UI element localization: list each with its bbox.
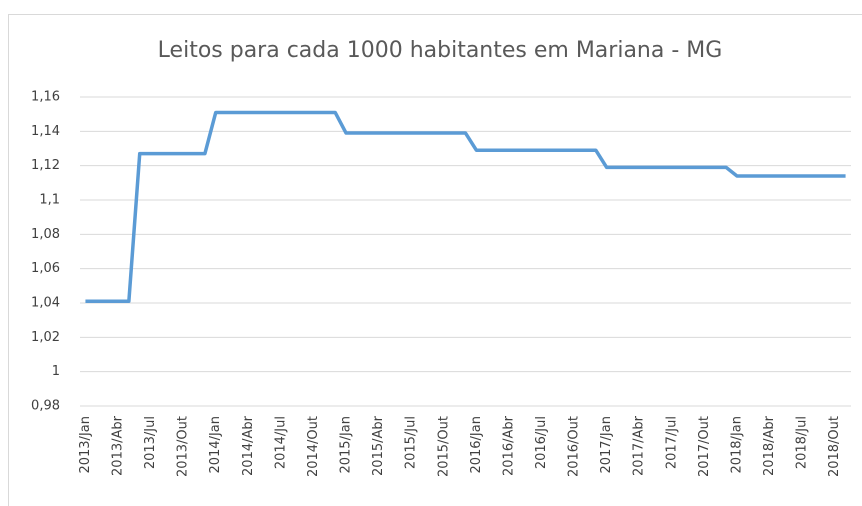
x-tick-label: 2015/Jan <box>339 416 354 474</box>
x-tick-label: 2014/Abr <box>241 415 256 476</box>
x-tick-label: 2014/Jul <box>273 416 288 469</box>
x-tick-label: 2013/Out <box>176 416 191 477</box>
x-tick-label: 2016/Abr <box>501 415 516 476</box>
x-tick-label: 2013/Jul <box>143 416 158 469</box>
y-tick-label: 1,1 <box>39 193 60 208</box>
x-tick-label: 2017/Jan <box>599 416 614 474</box>
x-tick-label: 2018/Jul <box>795 416 810 469</box>
x-tick-label: 2013/Jan <box>78 416 93 474</box>
x-tick-label: 2017/Jul <box>664 416 679 469</box>
x-tick-label: 2018/Jan <box>729 416 744 474</box>
y-tick-label: 1,14 <box>31 124 60 139</box>
y-tick-label: 1,12 <box>31 158 60 173</box>
x-tick-label: 2016/Jan <box>469 416 484 474</box>
x-tick-label: 2015/Jul <box>404 416 419 469</box>
y-tick-label: 1 <box>52 364 60 379</box>
line <box>85 110 846 304</box>
x-tick-label: 2018/Out <box>827 416 842 477</box>
y-tick-label: 1,08 <box>31 227 60 242</box>
chart-title: Leitos para cada 1000 habitantes em Mari… <box>158 38 723 63</box>
x-tick-label: 2014/Jan <box>208 416 223 474</box>
x-tick-label: 2016/Out <box>567 416 582 477</box>
y-tick-label: 1,06 <box>31 261 60 276</box>
y-tick-label: 1,16 <box>31 90 60 105</box>
y-tick-label: 0,98 <box>31 399 60 414</box>
y-tick-label: 1,02 <box>31 330 60 345</box>
x-tick-label: 2016/Jul <box>534 416 549 469</box>
x-tick-label: 2013/Abr <box>111 415 126 476</box>
x-tick-label: 2018/Abr <box>762 415 777 476</box>
x-tick-label: 2017/Out <box>697 416 712 477</box>
chart-border <box>8 14 862 506</box>
x-tick-label: 2014/Out <box>306 416 321 477</box>
x-tick-label: 2015/Out <box>436 416 451 477</box>
y-tick-label: 1,04 <box>31 296 60 311</box>
x-tick-label: 2017/Abr <box>632 415 647 476</box>
x-tick-label: 2015/Abr <box>371 415 386 476</box>
